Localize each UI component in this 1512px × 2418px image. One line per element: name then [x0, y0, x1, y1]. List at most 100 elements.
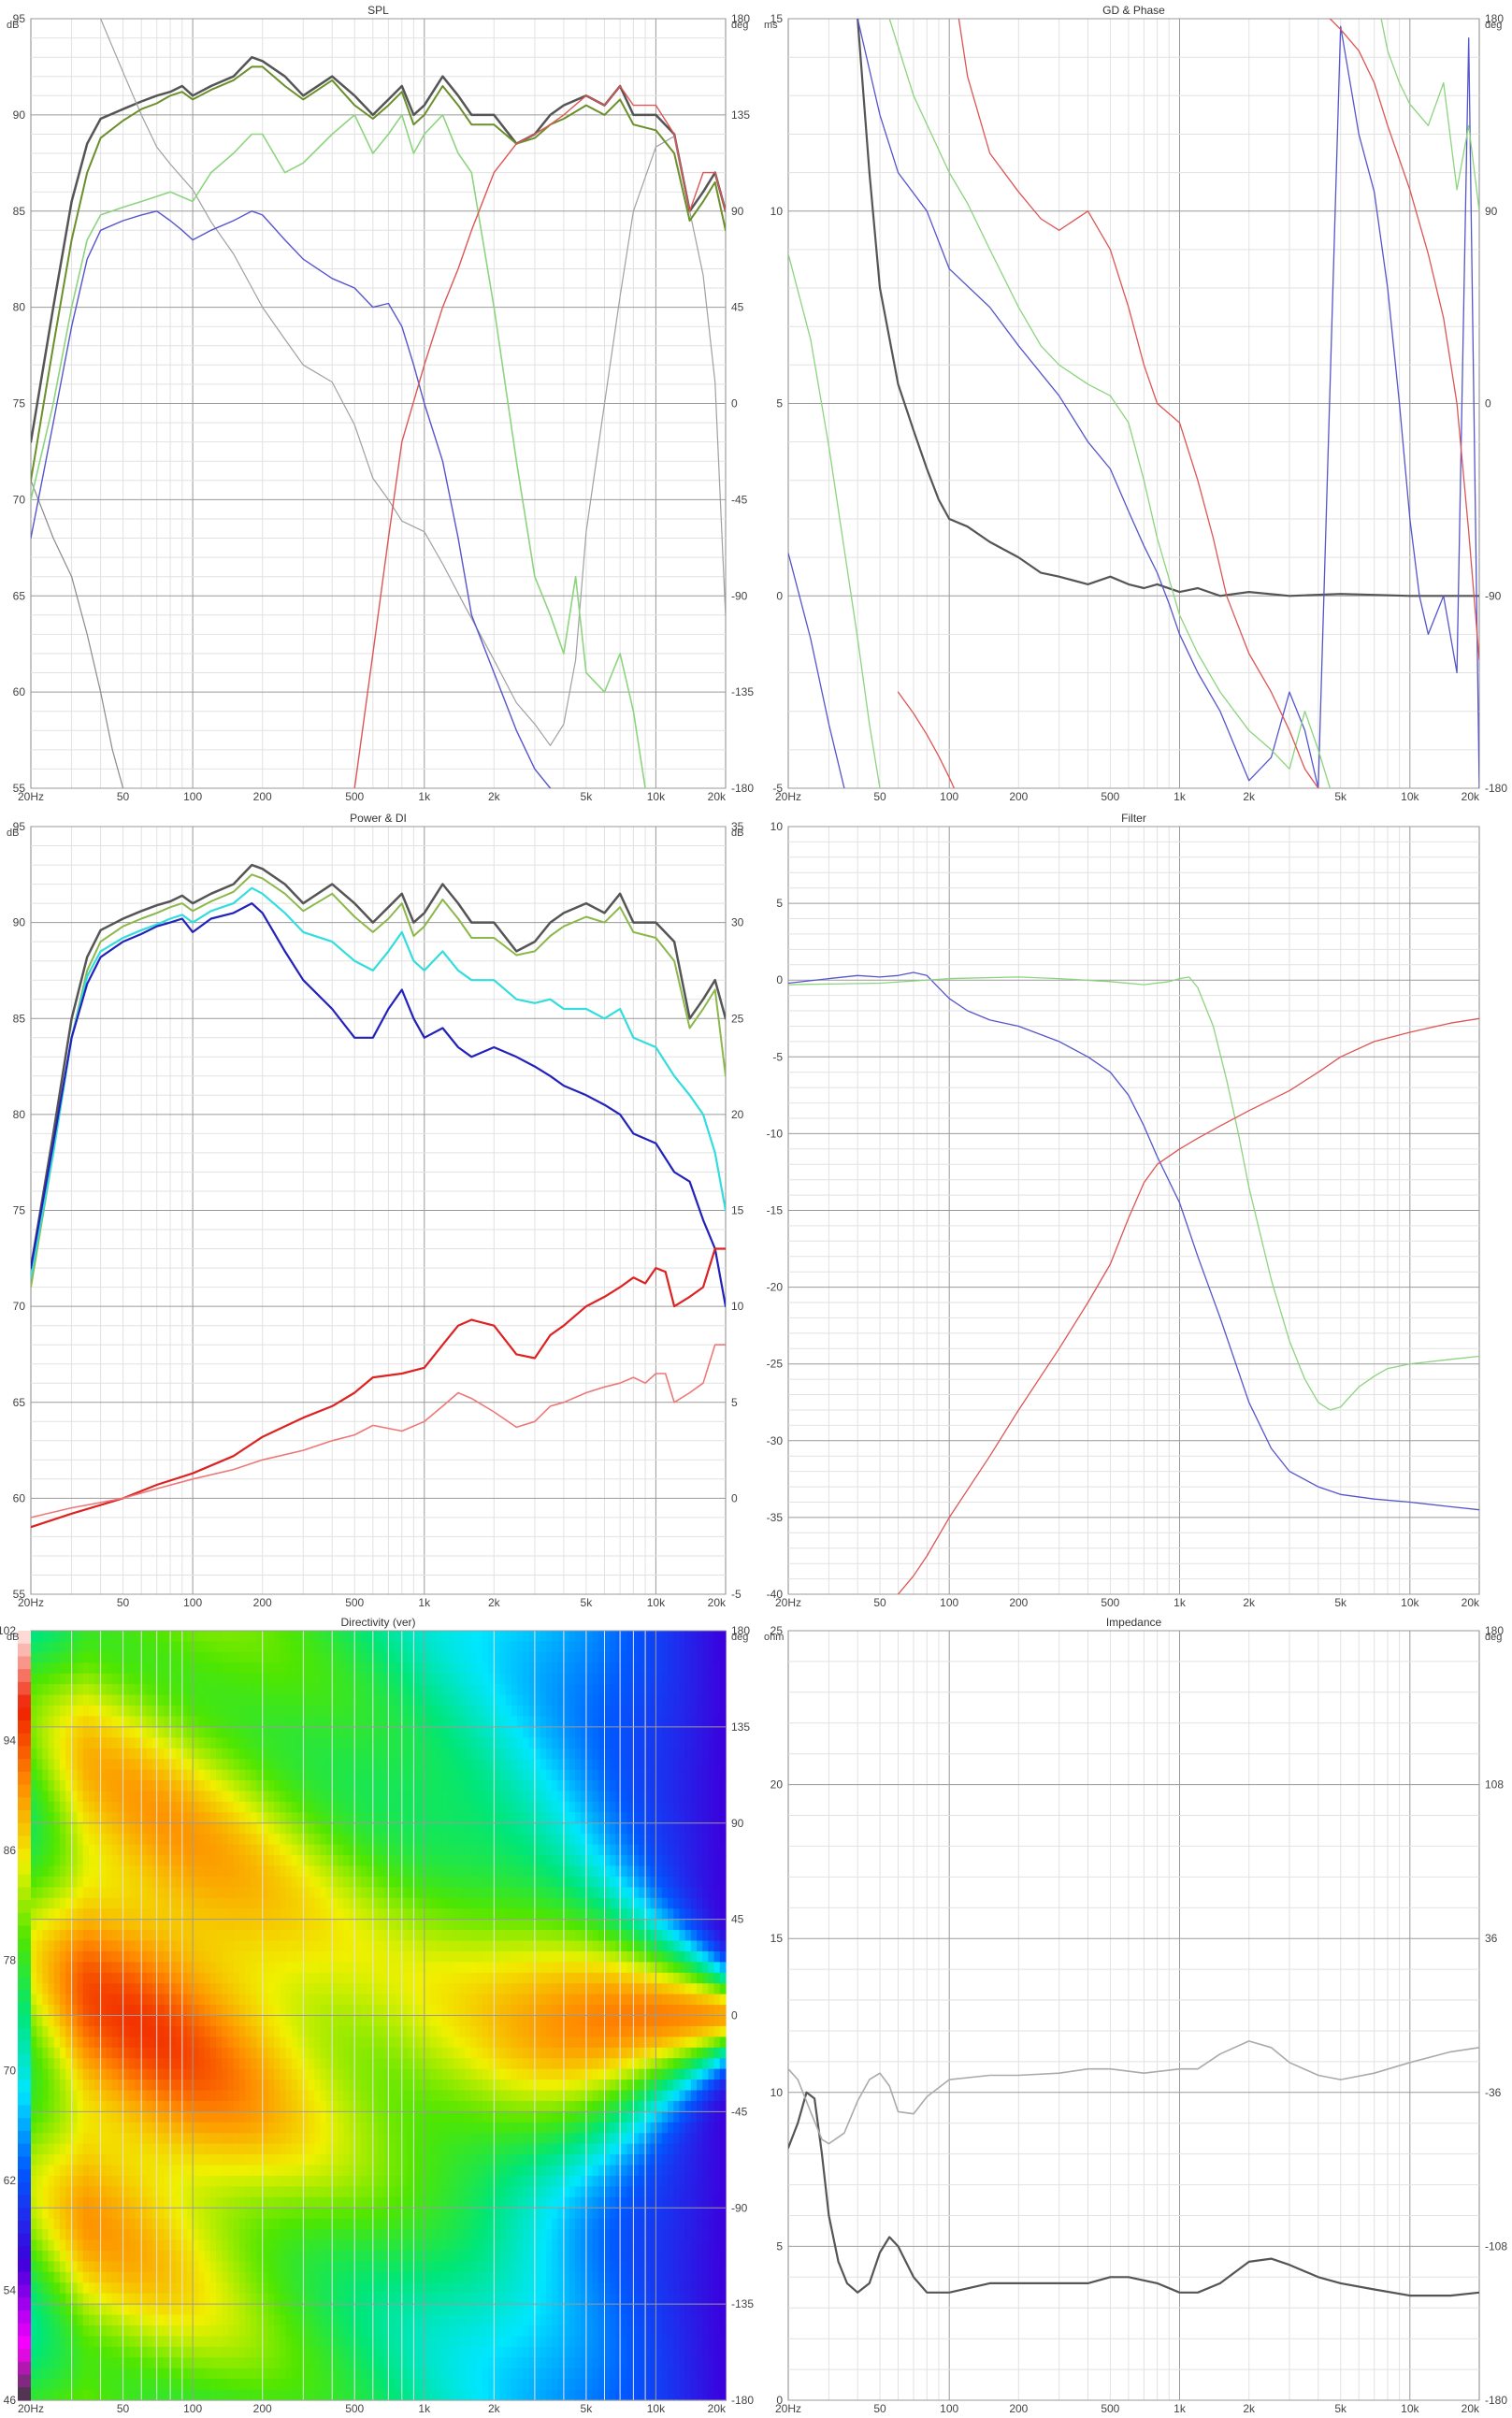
- directivity-title: Directivity (ver): [341, 1616, 416, 1629]
- spl-series-0: [31, 55, 726, 443]
- filter-x-tick: 5k: [1334, 1596, 1347, 1609]
- impedance-title: Impedance: [1106, 1616, 1162, 1629]
- spl-right-unit: deg: [731, 20, 748, 31]
- gd_phase-x-tick: 500: [1101, 790, 1119, 803]
- impedance-left-unit: ohm: [764, 1632, 784, 1643]
- directivity-right-tick: 180: [731, 1624, 750, 1637]
- impedance-series-0: [788, 2091, 1479, 2297]
- spl-left-tick: 80: [13, 301, 26, 314]
- impedance-right-tick: -108: [1485, 2239, 1507, 2252]
- spl-right-tick: 180: [731, 12, 750, 25]
- spl-chart: SPL dB deg 20Hz 50 100 200 500 1k 2k 5k 10k 20k 55 60 6…: [7, 4, 754, 803]
- spl-x-tick: 5k: [581, 790, 594, 803]
- gd_phase-left-tick: 15: [770, 12, 784, 25]
- power_di-right-tick: 15: [731, 1204, 744, 1217]
- power_di-series-5: [31, 1344, 726, 1518]
- gd_phase-right-tick: -180: [1485, 782, 1507, 795]
- filter-left-tick: 10: [770, 820, 784, 833]
- gd_phase-x-tick: 20k: [1462, 790, 1480, 803]
- gd_phase-x-tick: 50: [873, 790, 886, 803]
- spl-series-3: [31, 114, 646, 788]
- power_di-left-tick: 95: [13, 820, 26, 833]
- spl-right-tick: 0: [731, 397, 738, 410]
- power_di-left-tick: 85: [13, 1012, 26, 1025]
- spl-right-tick: -180: [731, 782, 754, 795]
- impedance-x-tick: 1k: [1174, 2402, 1187, 2415]
- gd_phase-x-tick: 5k: [1334, 790, 1347, 803]
- gd_phase-right-tick: 180: [1485, 12, 1504, 25]
- gd_phase-right-tick: -90: [1485, 589, 1502, 602]
- power_di-right-unit: dB: [731, 828, 743, 839]
- gd_phase-right-unit: deg: [1485, 20, 1502, 31]
- impedance-left-tick: 0: [776, 2394, 783, 2407]
- gd_phase-grid: [788, 18, 1479, 789]
- filter-left-tick: -25: [767, 1358, 784, 1371]
- gd_phase-series-0: [857, 19, 1479, 597]
- filter-left-tick: -40: [767, 1588, 784, 1601]
- filter-x-tick: 200: [1009, 1596, 1028, 1609]
- gd_phase-series-6: [958, 19, 1319, 788]
- directivity-scale-tick: 62: [4, 2174, 17, 2187]
- directivity-grid: [31, 1630, 726, 2401]
- gd_phase-x-tick: 2k: [1243, 790, 1256, 803]
- impedance-x-tick: 200: [1009, 2402, 1028, 2415]
- spl-left-tick: 60: [13, 685, 26, 698]
- filter-left-tick: -5: [772, 1050, 783, 1063]
- directivity-x-tick: 50: [117, 2402, 130, 2415]
- spl-x-tick: 2k: [488, 790, 501, 803]
- filter-left-tick: -35: [767, 1511, 784, 1524]
- gd_phase-series-4: [788, 252, 881, 788]
- impedance-series-1: [788, 2040, 1479, 2145]
- spl-x-tick: 500: [345, 790, 364, 803]
- power_di-right-tick: 10: [731, 1300, 744, 1313]
- impedance-left-tick: 15: [770, 1932, 784, 1945]
- gd_phase-x-tick: 200: [1009, 790, 1028, 803]
- power_di-x-tick: 5k: [581, 1596, 594, 1609]
- directivity-color-scale: [18, 1631, 31, 2401]
- power_di-x-tick: 50: [117, 1596, 130, 1609]
- filter-x-tick: 10k: [1401, 1596, 1419, 1609]
- directivity-x-tick: 1k: [418, 2402, 431, 2415]
- spl-series-6: [353, 85, 726, 788]
- spl-right-tick: -135: [731, 685, 754, 698]
- spl-x-tick: 50: [117, 790, 130, 803]
- filter-grid: [788, 826, 1479, 1595]
- directivity-right-tick: 135: [731, 1720, 750, 1734]
- filter-x-tick: 100: [940, 1596, 958, 1609]
- spl-series-group: [31, 19, 726, 788]
- gd_phase-right-tick: 90: [1485, 205, 1498, 218]
- power_di-x-tick: 200: [253, 1596, 272, 1609]
- gd_phase-series-7: [897, 691, 956, 788]
- filter-x-tick: 20Hz: [775, 1596, 801, 1609]
- filter-x-tick: 50: [873, 1596, 886, 1609]
- gd_phase-series-3: [888, 19, 1332, 788]
- impedance-left-tick: 10: [770, 2086, 784, 2099]
- power_di-series-4: [31, 1247, 726, 1529]
- filter-left-tick: -15: [767, 1204, 784, 1217]
- spl-right-tick: 90: [731, 205, 744, 218]
- gd_phase-left-tick: 10: [770, 205, 784, 218]
- impedance-right-unit: deg: [1485, 1632, 1502, 1643]
- impedance-series-group: [788, 2040, 1479, 2297]
- power_di-series-0: [31, 863, 726, 1270]
- directivity-x-tick: 2k: [488, 2402, 501, 2415]
- power_di-left-tick: 80: [13, 1108, 26, 1121]
- power_di-grid: [31, 826, 726, 1595]
- directivity-right-tick: -90: [731, 2201, 748, 2214]
- impedance-left-tick: 5: [776, 2239, 783, 2252]
- impedance-x-tick: 100: [940, 2402, 958, 2415]
- impedance-x-tick: 2k: [1243, 2402, 1256, 2415]
- power_di-right-tick: 5: [731, 1396, 738, 1409]
- gd_phase-series-8: [1329, 19, 1479, 661]
- spl-series-1: [31, 480, 124, 788]
- gd_phase-x-tick: 10k: [1401, 790, 1419, 803]
- directivity-scale-tick: 70: [4, 2064, 17, 2077]
- directivity-scale-tick: 54: [4, 2283, 17, 2296]
- directivity-right-tick: 0: [731, 2009, 738, 2022]
- spl-series-5: [31, 210, 552, 788]
- power_di-left-tick: 90: [13, 916, 26, 929]
- gd_phase-left-tick: -5: [772, 782, 783, 795]
